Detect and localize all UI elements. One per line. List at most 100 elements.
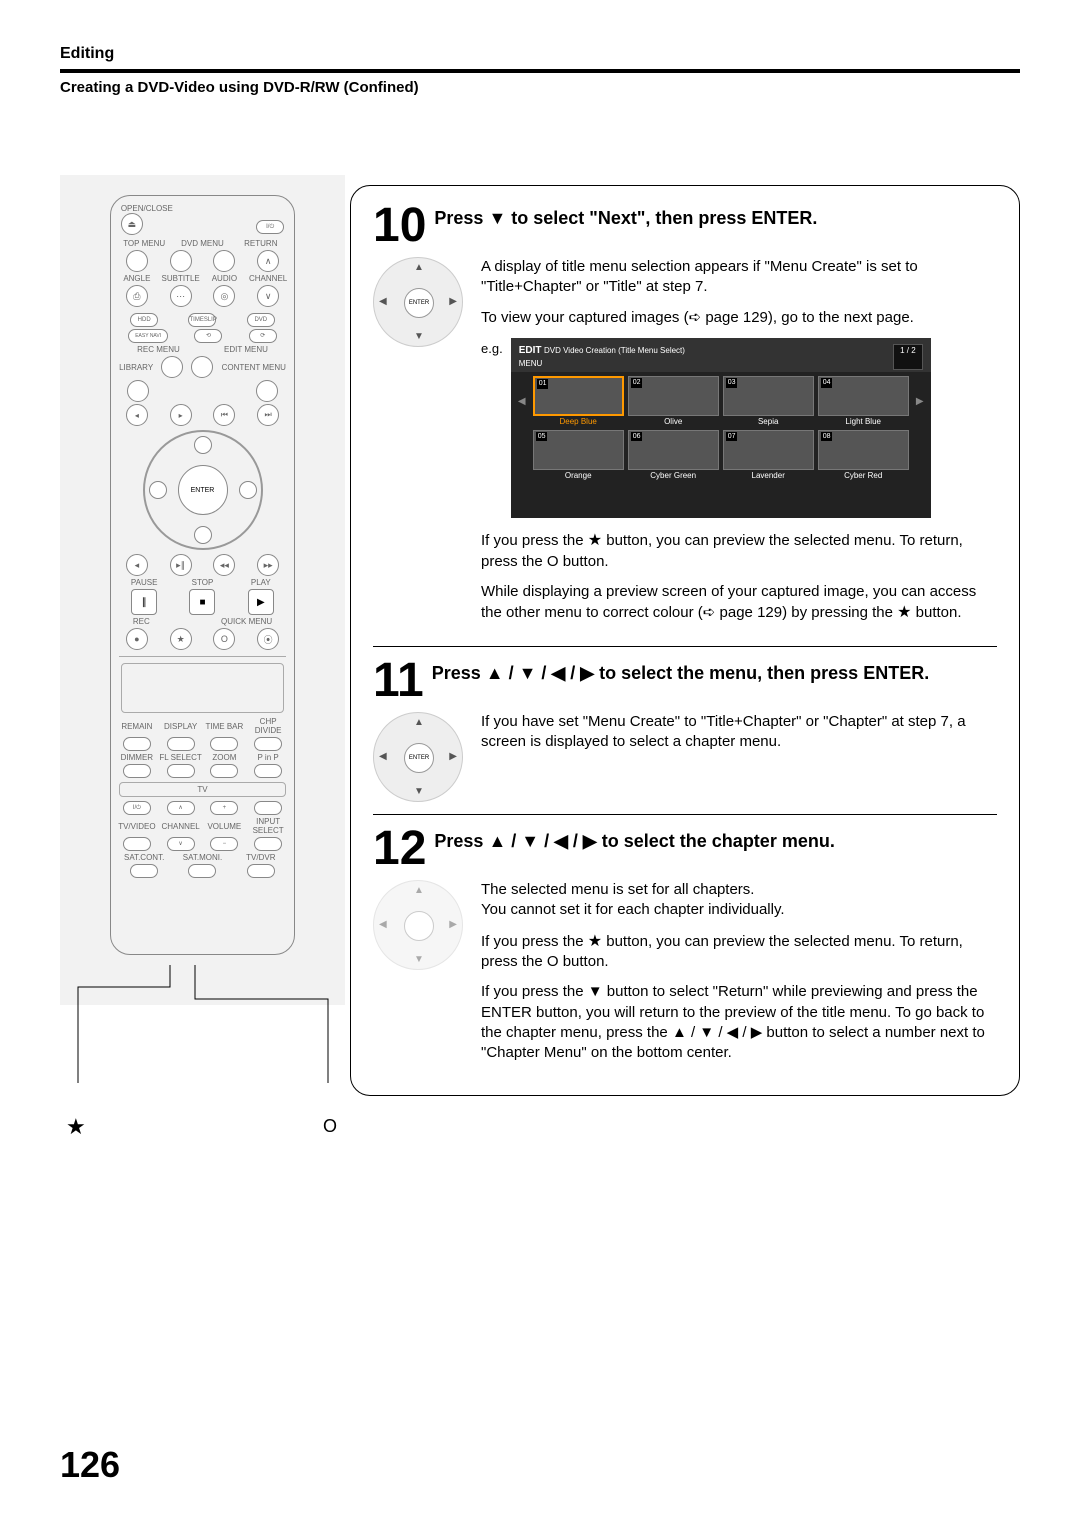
tv-dvr-button[interactable] [247,864,275,878]
dpad-down-button[interactable] [194,526,212,544]
mini-dpad-12: ▲ ▼ ◀ ▶ [373,880,463,970]
thumb-02-label: Olive [628,416,719,428]
header-subtitle: Creating a DVD-Video using DVD-R/RW (Con… [60,79,1020,96]
timeslip-button[interactable]: TIMESLIP [188,313,216,327]
label-sat-cont: SAT.CONT. [115,853,173,862]
thumb-01-num: 01 [537,379,549,388]
step10-p4: While displaying a preview screen of you… [481,582,997,624]
quick-menu-button[interactable]: ⦿ [257,628,279,650]
input-select-button[interactable] [254,837,282,851]
stop-button[interactable]: ■ [189,589,215,615]
sat-moni-button[interactable] [188,864,216,878]
page-header: Editing Creating a DVD-Video using DVD-R… [60,45,1020,96]
remain-button[interactable] [123,737,151,751]
thumb-01[interactable]: 01 [533,376,624,416]
mini-dpad-11: ▲ ▼ ◀ ▶ ENTER [373,712,463,802]
audio-button[interactable]: ◎ [213,285,235,307]
angle-button[interactable]: ⎙ [126,285,148,307]
thumb-04[interactable]: 04 [818,376,909,416]
skip-rev-button[interactable]: ⏮ [213,404,235,426]
search-fwd-button[interactable]: ▸▸ [257,554,279,576]
open-close-button[interactable]: ⏏ [121,213,143,235]
label-time-bar: TIME BAR [203,722,247,731]
thumb-02[interactable]: 02 [628,376,719,416]
zoom-button[interactable] [210,764,238,778]
mini-dpad-10: ▲ ▼ ◀ ▶ ENTER [373,257,463,347]
tv-vol-up-button[interactable]: + [210,801,238,815]
slow-fwd-button[interactable]: ▸ [170,404,192,426]
step-12-num: 12 [373,827,426,870]
dpad-right-button[interactable] [239,481,257,499]
menu-nav-left[interactable]: ◀ [515,376,529,428]
mini-left-icon: ◀ [379,296,387,307]
dpad-left-button[interactable] [149,481,167,499]
dimmer-button[interactable] [123,764,151,778]
label-content-menu: CONTENT MENU [222,363,286,372]
label-audio: AUDIO [203,274,247,283]
updownleftright-icon-1: ▲ / ▼ / ◀ / ▶ [486,663,594,683]
channel-down-button[interactable]: ∨ [257,285,279,307]
step-11-num: 11 [373,659,424,702]
star-button[interactable]: ★ [170,628,192,650]
library-button[interactable] [127,380,149,402]
adjust-button[interactable]: ▸∥ [170,554,192,576]
time-bar-button[interactable] [210,737,238,751]
thumb-03[interactable]: 03 [723,376,814,416]
p-in-p-button[interactable] [254,764,282,778]
pause-button[interactable]: ∥ [131,589,157,615]
mini-down-icon-12: ▼ [414,954,424,965]
content-menu-button[interactable] [256,380,278,402]
picture-rev-button[interactable]: ◂◂ [213,554,235,576]
frame-rev-button[interactable]: ◂ [126,554,148,576]
label-quick-menu: QUICK MENU [221,617,272,626]
return-button[interactable] [213,250,235,272]
tv-video-button[interactable] [123,837,151,851]
instant-replay-button[interactable]: ⟲ [194,329,222,343]
dpad-up-button[interactable] [194,436,212,454]
thumb-05[interactable]: 05 [533,430,624,470]
chp-divide-button[interactable] [254,737,282,751]
step10-p3-pre: If you press the [481,532,588,549]
dpad-enter-button[interactable]: ENTER [178,465,228,515]
progressive-button[interactable] [254,801,282,815]
skip-fwd-button[interactable]: ⏭ [257,404,279,426]
instant-skip-button[interactable]: ⟳ [249,329,277,343]
thumb-06[interactable]: 06 [628,430,719,470]
play-button[interactable]: ▶ [248,589,274,615]
label-edit-menu: EDIT MENU [224,345,268,354]
thumb-07[interactable]: 07 [723,430,814,470]
hdd-button[interactable]: HDD [130,313,158,327]
label-chp-divide: CHP DIVIDE [246,717,290,735]
rec-menu-button[interactable] [161,356,183,378]
mini-up-icon: ▲ [414,262,424,273]
subtitle-button[interactable]: ⋯ [170,285,192,307]
tv-power-button[interactable]: I/⏻ [123,801,151,815]
menu-nav-right[interactable]: ▶ [913,376,927,428]
easy-navi-button[interactable]: EASY NAVI [128,329,168,343]
thumb-03-label: Sepia [723,416,814,428]
edit-menu-button[interactable] [191,356,213,378]
label-tv-dvr: TV/DVR [232,853,290,862]
display-button[interactable] [167,737,195,751]
slow-rev-button[interactable]: ◂ [126,404,148,426]
arrow-right-icon-2: ➪ [703,604,716,621]
mini-enter-10: ENTER [404,288,434,318]
tv-vol-down-button[interactable]: − [210,837,238,851]
tv-ch-down-button[interactable]: ∨ [167,837,195,851]
sat-cont-button[interactable] [130,864,158,878]
dvd-button[interactable]: DVD [247,313,275,327]
menu-edit: EDIT [519,345,542,356]
fl-select-button[interactable] [167,764,195,778]
top-menu-button[interactable] [126,250,148,272]
steps-block: 10 Press ▼ to select "Next", then press … [350,185,1020,1096]
thumb-08-num: 08 [821,432,833,441]
menu-header-left: EDIT DVD Video Creation (Title Menu Sele… [519,344,685,370]
dvd-menu-button[interactable] [170,250,192,272]
o-button[interactable]: O [213,628,235,650]
thumb-08[interactable]: 08 [818,430,909,470]
thumb-04-label: Light Blue [818,416,909,428]
channel-up-button[interactable]: ∧ [257,250,279,272]
power-button[interactable]: I/⏻ [256,220,284,234]
tv-ch-up-button[interactable]: ∧ [167,801,195,815]
rec-button[interactable]: ● [126,628,148,650]
